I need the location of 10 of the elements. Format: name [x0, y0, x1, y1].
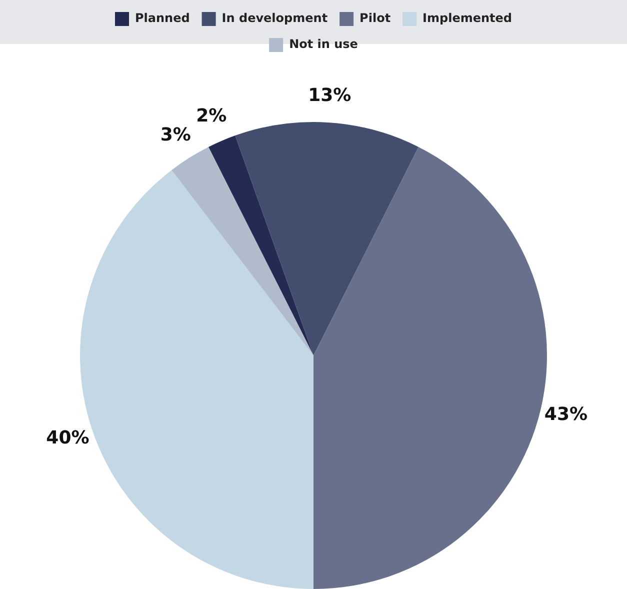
data-label: 13%: [308, 85, 352, 106]
legend-label: In development: [222, 11, 328, 26]
data-label: 2%: [196, 106, 227, 127]
legend-label: Planned: [134, 11, 190, 26]
data-label: 3%: [160, 124, 191, 146]
legend-label: Implemented: [422, 11, 512, 26]
legend-label: Not in use: [289, 37, 358, 52]
data-label: 43%: [544, 404, 588, 426]
legend-label: Pilot: [360, 11, 391, 26]
data-label: 40%: [46, 427, 90, 448]
